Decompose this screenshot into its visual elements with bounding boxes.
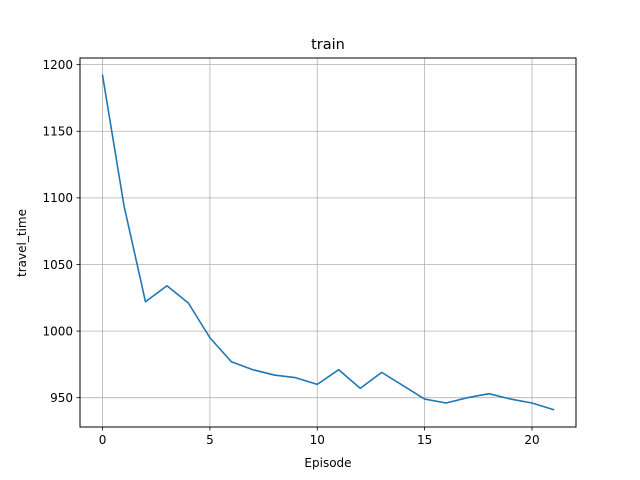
x-tick-label: 20 [524,433,539,447]
y-tick-label: 1000 [42,324,73,338]
series-layer [101,74,555,411]
y-tick-label: 1100 [42,191,73,205]
x-tick-label: 5 [206,433,214,447]
y-tick-label: 1050 [42,258,73,272]
y-tick-label: 1150 [42,125,73,139]
x-tick-label: 10 [310,433,325,447]
axis-ticks: 0 5 10 15 20 950 1000 1050 1100 1150 1200 [42,58,539,447]
x-tick-label: 15 [417,433,432,447]
grid-lines [80,58,576,427]
x-tick-label: 0 [99,433,107,447]
plot-area [80,58,576,427]
x-axis-label: Episode [304,456,351,470]
y-tick-label: 1200 [42,58,73,72]
y-axis-label: travel_time [15,209,29,277]
chart-title: train [311,37,345,53]
series-line [101,74,555,411]
plot-frame [79,57,577,428]
y-tick-label: 950 [50,391,73,405]
